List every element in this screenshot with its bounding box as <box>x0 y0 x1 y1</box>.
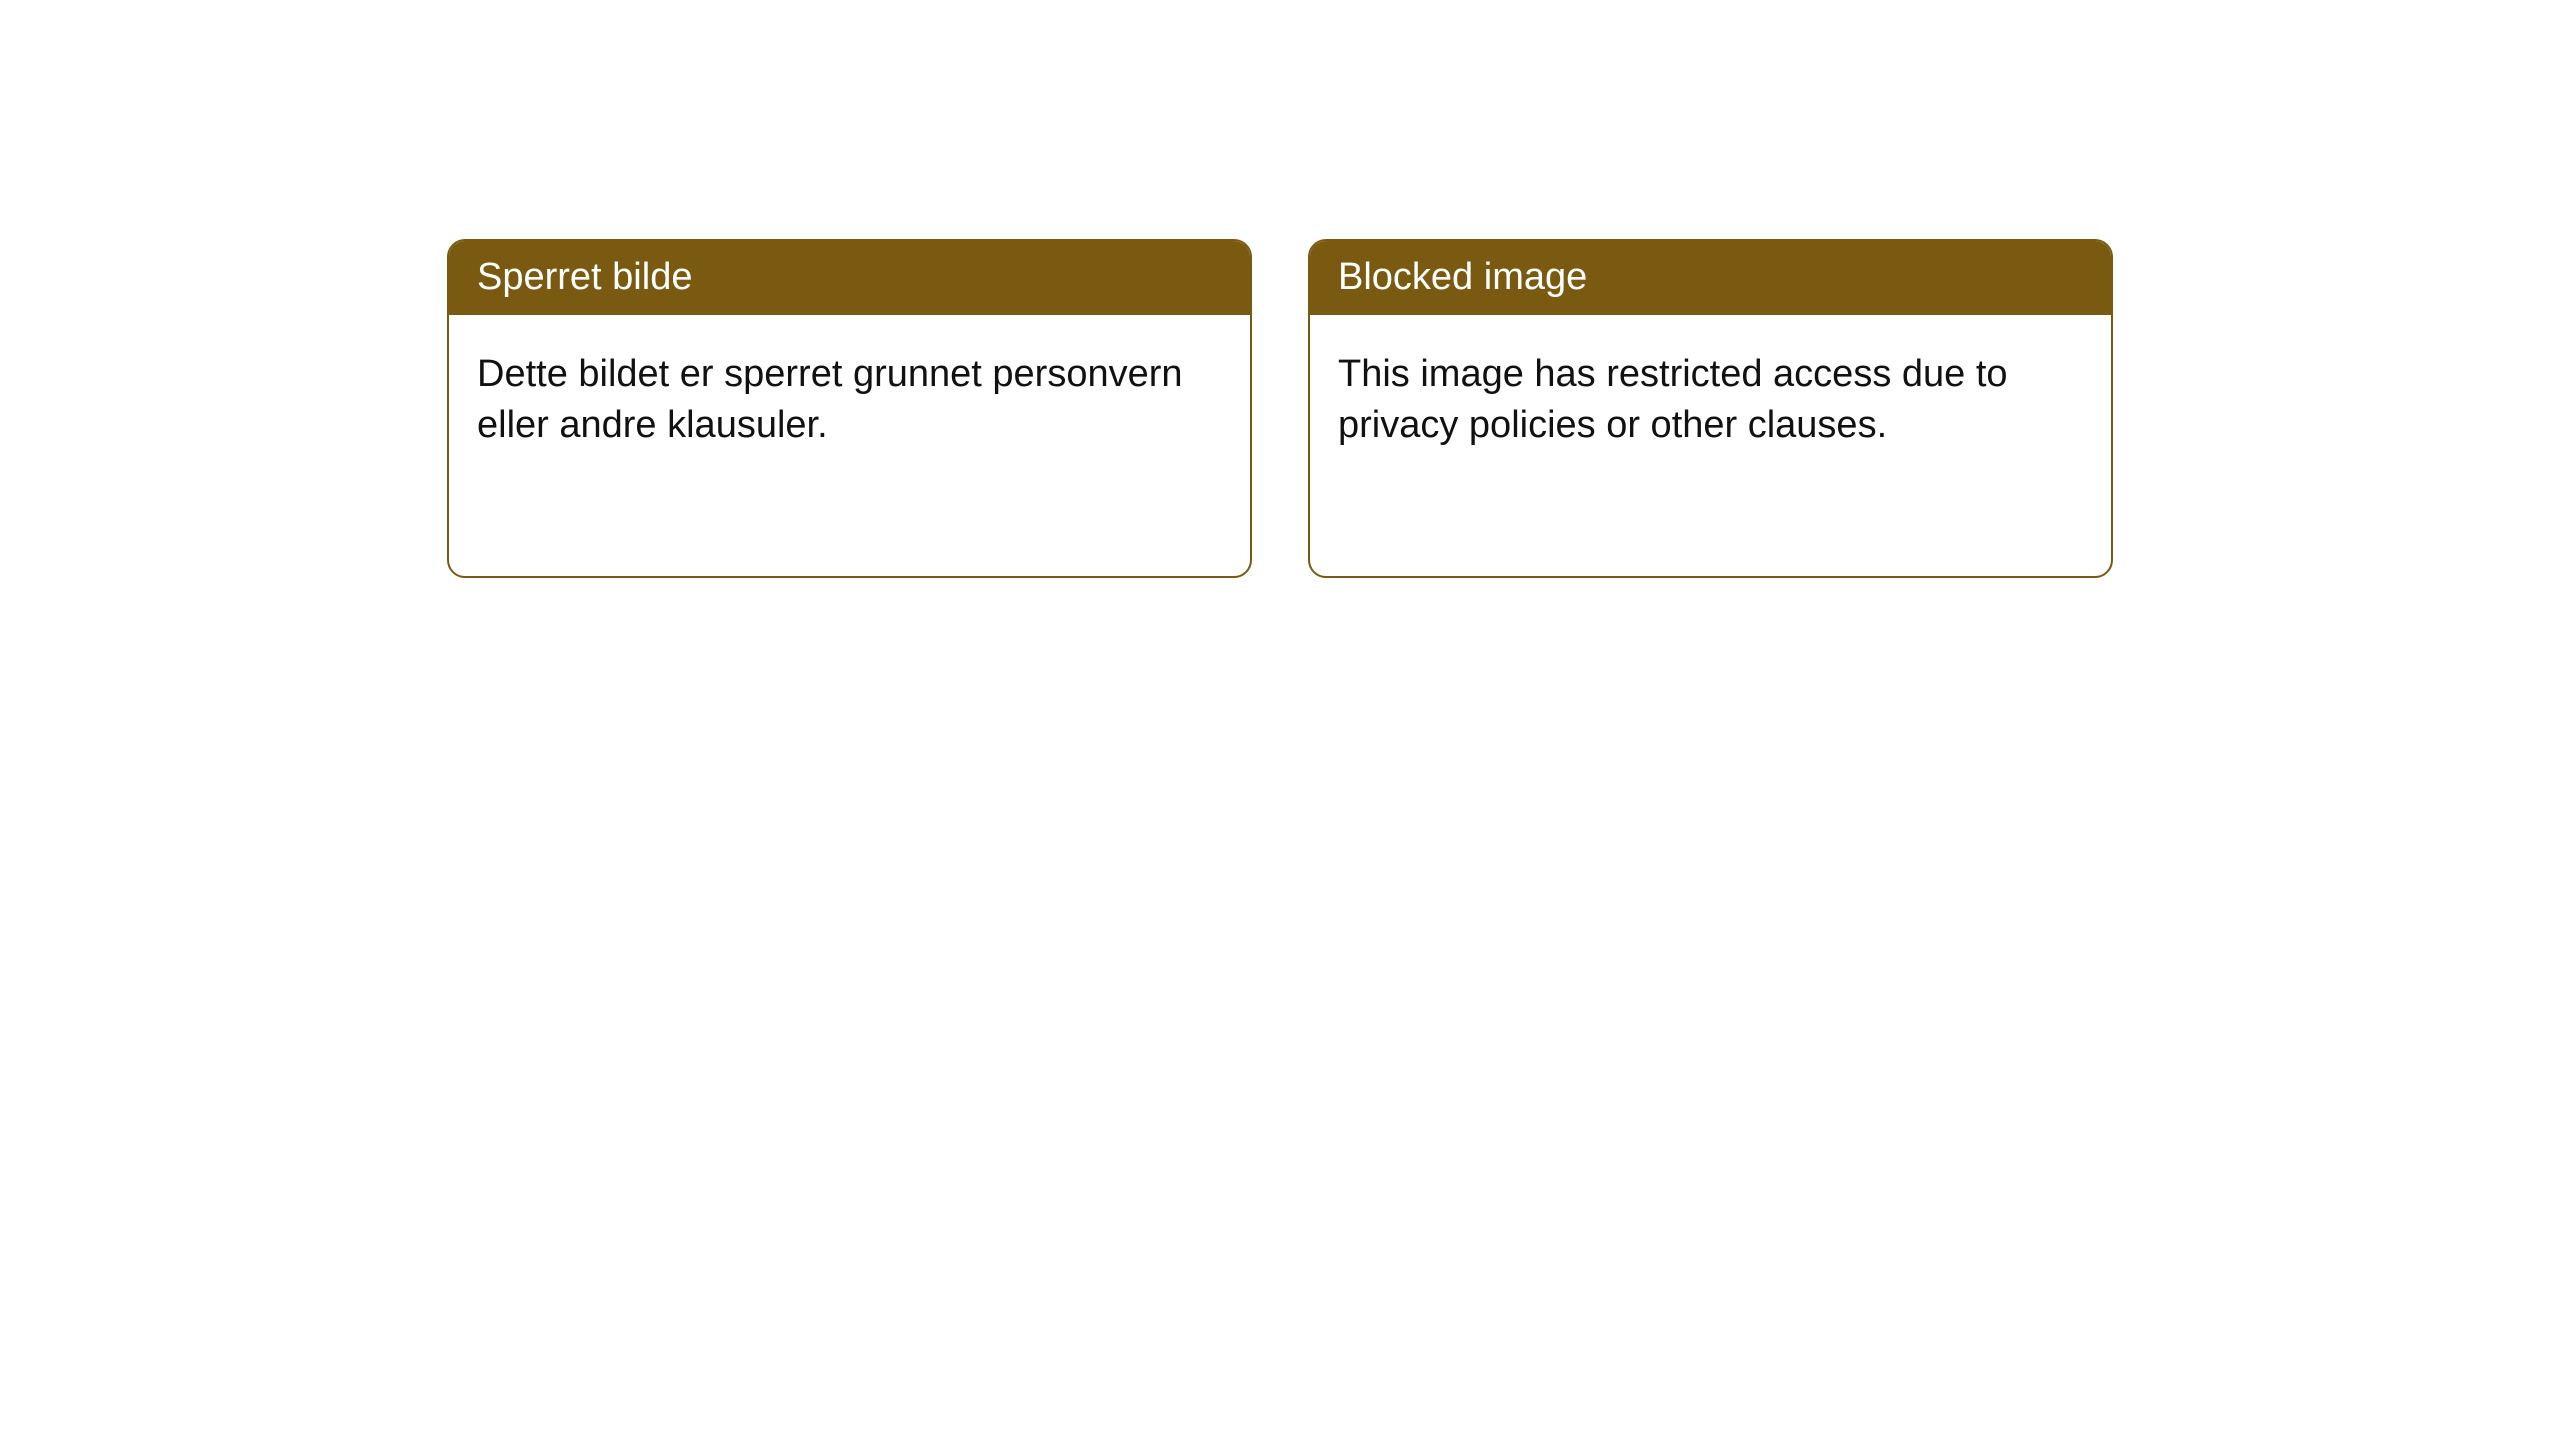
notice-title: Blocked image <box>1310 241 2111 315</box>
notice-box-norwegian: Sperret bilde Dette bildet er sperret gr… <box>447 239 1252 578</box>
notice-body: This image has restricted access due to … <box>1310 315 2111 486</box>
notice-title: Sperret bilde <box>449 241 1250 315</box>
notice-box-english: Blocked image This image has restricted … <box>1308 239 2113 578</box>
notice-body: Dette bildet er sperret grunnet personve… <box>449 315 1250 486</box>
notice-container: Sperret bilde Dette bildet er sperret gr… <box>447 239 2113 578</box>
